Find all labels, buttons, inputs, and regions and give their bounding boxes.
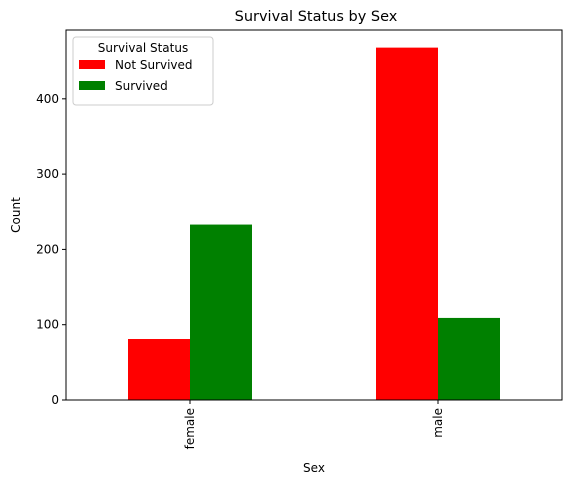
y-axis: 0 100 200 300 400 [36, 92, 66, 407]
bar-female-survived [190, 224, 252, 400]
x-tick-label-male: male [431, 408, 445, 438]
legend-box [72, 36, 214, 106]
bar-female-not-survived [128, 339, 190, 400]
x-axis: female male [183, 400, 445, 449]
legend-swatch-survived [79, 81, 105, 90]
bars-group [128, 47, 500, 400]
legend: Survival Status Not Survived Survived [72, 36, 214, 106]
x-tick-label-female: female [183, 408, 197, 449]
y-tick-label: 100 [36, 318, 59, 332]
y-axis-label: Count [9, 197, 23, 233]
legend-title: Survival Status [98, 41, 188, 55]
y-tick-label: 200 [36, 242, 59, 256]
legend-swatch-not-survived [79, 60, 105, 69]
y-tick-label: 400 [36, 92, 59, 106]
legend-label-not-survived: Not Survived [115, 58, 193, 72]
plot-frame [65, 29, 563, 401]
x-axis-label: Sex [303, 461, 325, 475]
chart-title: Survival Status by Sex [235, 9, 398, 25]
bar-male-not-survived [376, 47, 438, 400]
y-tick-label: 300 [36, 167, 59, 181]
bar-male-survived [438, 317, 500, 400]
y-tick-label: 0 [51, 393, 59, 407]
legend-label-survived: Survived [115, 79, 168, 93]
